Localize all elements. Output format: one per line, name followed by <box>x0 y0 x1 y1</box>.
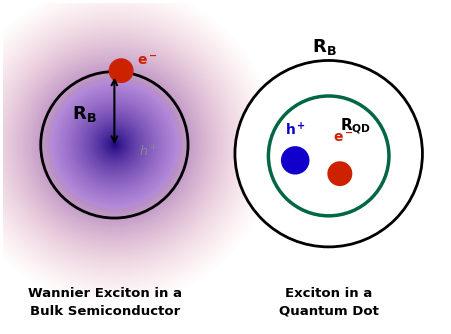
Circle shape <box>235 60 422 247</box>
Circle shape <box>268 96 388 216</box>
Text: $\mathbf{R_B}$: $\mathbf{R_B}$ <box>72 104 97 124</box>
Circle shape <box>327 161 352 186</box>
Text: $\mathbf{R_{QD}}$: $\mathbf{R_{QD}}$ <box>339 117 370 137</box>
Circle shape <box>108 58 133 83</box>
Text: $\mathbf{e^-}$: $\mathbf{e^-}$ <box>136 55 157 69</box>
Text: $\mathbf{R_B}$: $\mathbf{R_B}$ <box>311 37 336 57</box>
Text: $\mathbf{e^-}$: $\mathbf{e^-}$ <box>332 131 353 145</box>
Text: Exciton in a
Quantum Dot: Exciton in a Quantum Dot <box>278 287 378 318</box>
Circle shape <box>280 146 309 175</box>
Text: Wannier Exciton in a
Bulk Semiconductor: Wannier Exciton in a Bulk Semiconductor <box>28 287 182 318</box>
Text: $\mathbf{h^+}$: $\mathbf{h^+}$ <box>284 121 305 138</box>
Text: $h^+$: $h^+$ <box>138 144 157 159</box>
